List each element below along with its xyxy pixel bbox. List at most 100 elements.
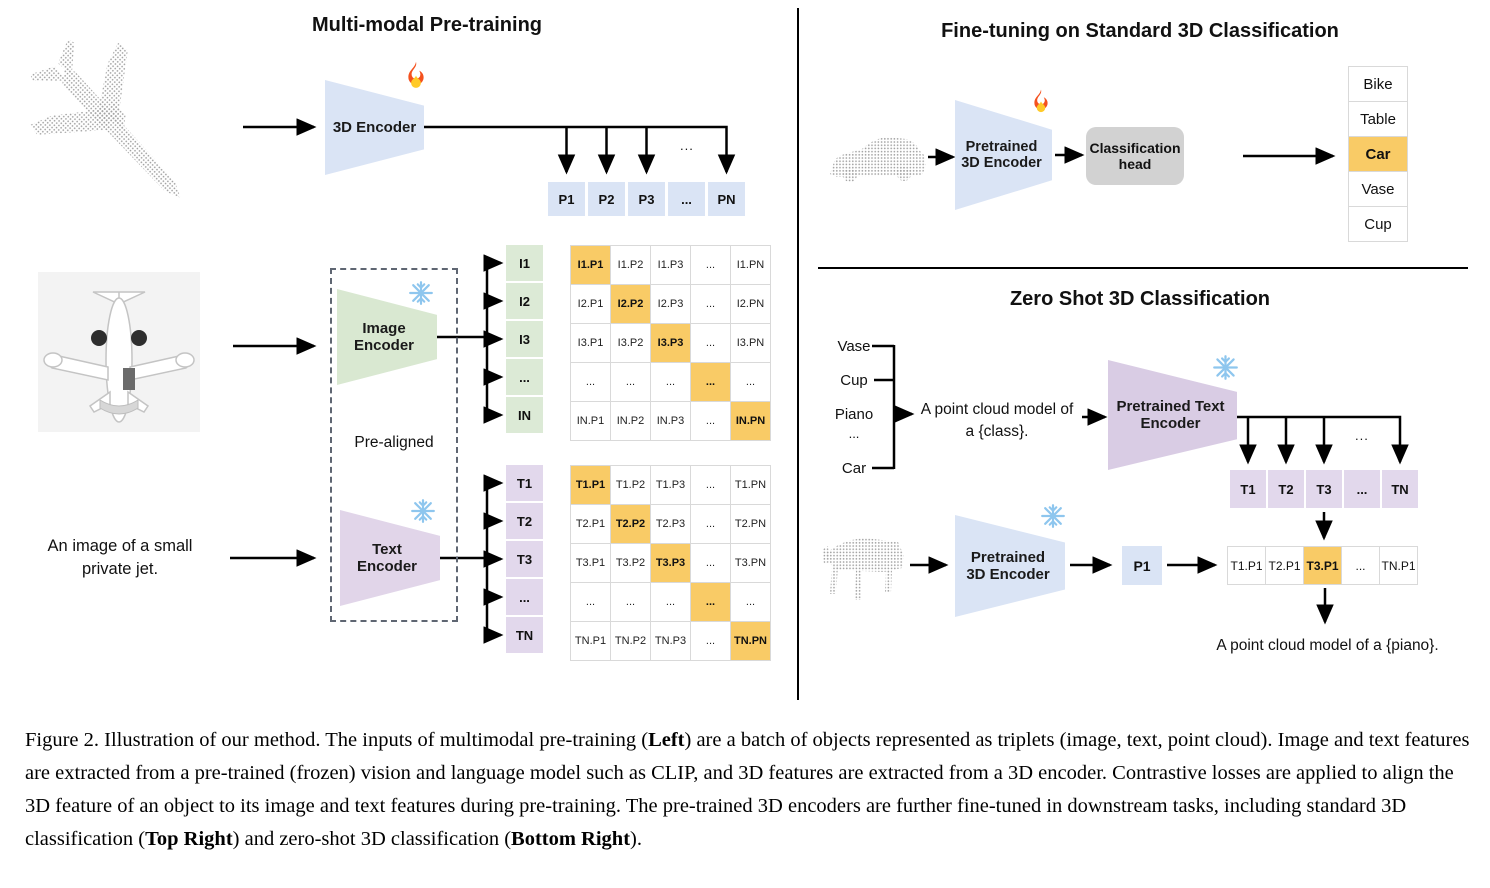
matrix-cell: I1.PN <box>731 246 770 284</box>
t-cell: ... <box>1344 470 1380 508</box>
matrix-cell: IN.P3 <box>651 402 690 440</box>
snowflake-icon <box>411 499 435 523</box>
text-encoder-label: Text Encoder <box>356 541 417 575</box>
zs-branch-dots: ... <box>1355 428 1369 443</box>
p-cell: P3 <box>628 182 665 216</box>
matrix-cell: I3.P1 <box>571 324 610 362</box>
p-branch-dots: ... <box>680 138 694 153</box>
class-cell: Car <box>1348 136 1408 172</box>
zs-pretrained-3d-encoder: Pretrained 3D Encoder <box>955 515 1065 617</box>
i-cell: I3 <box>506 321 543 357</box>
image-feature-col: I1 I2 I3... IN <box>506 245 543 433</box>
matrix-cell: T1.P1 <box>571 466 610 504</box>
matrix-cell: T1.PN <box>731 466 770 504</box>
p-cell: PN <box>708 182 745 216</box>
t-cell: TN <box>506 617 543 653</box>
airplane-point-cloud <box>30 39 181 198</box>
t-cell: TN <box>1382 470 1418 508</box>
matrix-cell: I1.P1 <box>571 246 610 284</box>
zs-p1-box: P1 <box>1122 546 1162 585</box>
t-cell: T1 <box>506 465 543 501</box>
matrix-cell: ... <box>651 583 690 621</box>
zs-class-piano: Piano <box>834 406 874 423</box>
pre-aligned-box <box>330 268 458 622</box>
car-point-cloud <box>830 137 926 182</box>
p-cell: P2 <box>588 182 625 216</box>
t-cell: T3 <box>1306 470 1342 508</box>
matrix-cell: I2.P2 <box>611 285 650 323</box>
matrix-cell: T2.P1 <box>571 505 610 543</box>
matrix-cell: T2.P3 <box>651 505 690 543</box>
jet-image <box>38 272 200 432</box>
zs-prompt: A point cloud model of a {class}. <box>915 399 1079 443</box>
matrix-cell: T1.P3 <box>651 466 690 504</box>
matrix-cell: TN.PN <box>731 622 770 660</box>
matrix-cell: ... <box>691 622 730 660</box>
matrix-cell: ... <box>691 466 730 504</box>
matrix-cell: IN.PN <box>731 402 770 440</box>
finetune-encoder-label: Pretrained 3D Encoder <box>961 139 1042 171</box>
vertical-divider <box>797 8 799 700</box>
matrix-cell: T3.P3 <box>651 544 690 582</box>
p-cell: ... <box>668 182 705 216</box>
matrix-cell: I2.P1 <box>571 285 610 323</box>
classification-head-label: Classification head <box>1089 140 1181 172</box>
result-cell: TN.P1 <box>1379 546 1418 585</box>
t-cell: T2 <box>1268 470 1304 508</box>
zs-3d-encoder-label: Pretrained 3D Encoder <box>966 549 1050 583</box>
matrix-cell: T3.P2 <box>611 544 650 582</box>
matrix-cell: ... <box>691 544 730 582</box>
i-cell: IN <box>506 397 543 433</box>
matrix-cell: ... <box>691 246 730 284</box>
i-cell: I2 <box>506 283 543 319</box>
figure-caption: Figure 2. Illustration of our method. Th… <box>25 729 1470 850</box>
p-feature-row: P1 P2 P3... PN <box>548 182 745 216</box>
finetune-title: Fine-tuning on Standard 3D Classificatio… <box>941 20 1339 42</box>
matrix-cell: TN.P3 <box>651 622 690 660</box>
i-cell: I1 <box>506 245 543 281</box>
matrix-cell: I3.PN <box>731 324 770 362</box>
matrix-cell: T2.PN <box>731 505 770 543</box>
piano-point-cloud <box>822 538 904 600</box>
matrix-cell: I3.P3 <box>651 324 690 362</box>
image-point-similarity-matrix: I1.P1 I1.P2 I1.P3... I1.PN I2.P1 I2.P2 I2.P3..… <box>570 245 771 441</box>
t-cell: T3 <box>506 541 543 577</box>
matrix-cell: ... <box>571 363 610 401</box>
snowflake-icon <box>409 281 433 305</box>
zeroshot-title: Zero Shot 3D Classification <box>1009 288 1271 310</box>
pretrain-title: Multi-modal Pre-training <box>312 14 542 36</box>
matrix-cell: ... <box>691 583 730 621</box>
t-cell: T1 <box>1230 470 1266 508</box>
horizontal-divider <box>818 267 1468 269</box>
matrix-cell: IN.P2 <box>611 402 650 440</box>
matrix-cell: ... <box>691 402 730 440</box>
matrix-cell: ... <box>731 363 770 401</box>
matrix-cell: ... <box>691 324 730 362</box>
zs-class-car: Car <box>841 460 867 477</box>
class-cell: Vase <box>1348 171 1408 207</box>
flame-icon <box>1034 89 1048 113</box>
matrix-cell: ... <box>691 505 730 543</box>
result-cell: ... <box>1341 546 1380 585</box>
result-cell: T1.P1 <box>1227 546 1266 585</box>
matrix-cell: TN.P2 <box>611 622 650 660</box>
result-cell: T3.P1 <box>1303 546 1342 585</box>
matrix-cell: ... <box>651 363 690 401</box>
text-point-similarity-matrix: T1.P1 T1.P2 T1.P3... T1.PN T2.P1 T2.P2 T2.P3..… <box>570 465 771 661</box>
matrix-cell: T3.PN <box>731 544 770 582</box>
zs-class-vase: Vase <box>837 338 871 355</box>
result-cell: T2.P1 <box>1265 546 1304 585</box>
image-text-label: An image of a small private jet. <box>47 537 193 578</box>
zs-prompt-line2: a {class}. <box>965 423 1029 440</box>
zs-text-encoder-label: Pretrained Text Encoder <box>1116 398 1225 432</box>
matrix-cell: I3.P2 <box>611 324 650 362</box>
class-cell: Bike <box>1348 66 1408 102</box>
t-cell: T2 <box>506 503 543 539</box>
i-cell: ... <box>506 359 543 395</box>
class-cell: Cup <box>1348 206 1408 242</box>
finetune-pretrained-3d-encoder: Pretrained 3D Encoder <box>955 100 1052 210</box>
matrix-cell: I2.PN <box>731 285 770 323</box>
matrix-cell: T1.P2 <box>611 466 650 504</box>
zs-result-caption: A point cloud model of a {piano}. <box>1216 637 1439 654</box>
